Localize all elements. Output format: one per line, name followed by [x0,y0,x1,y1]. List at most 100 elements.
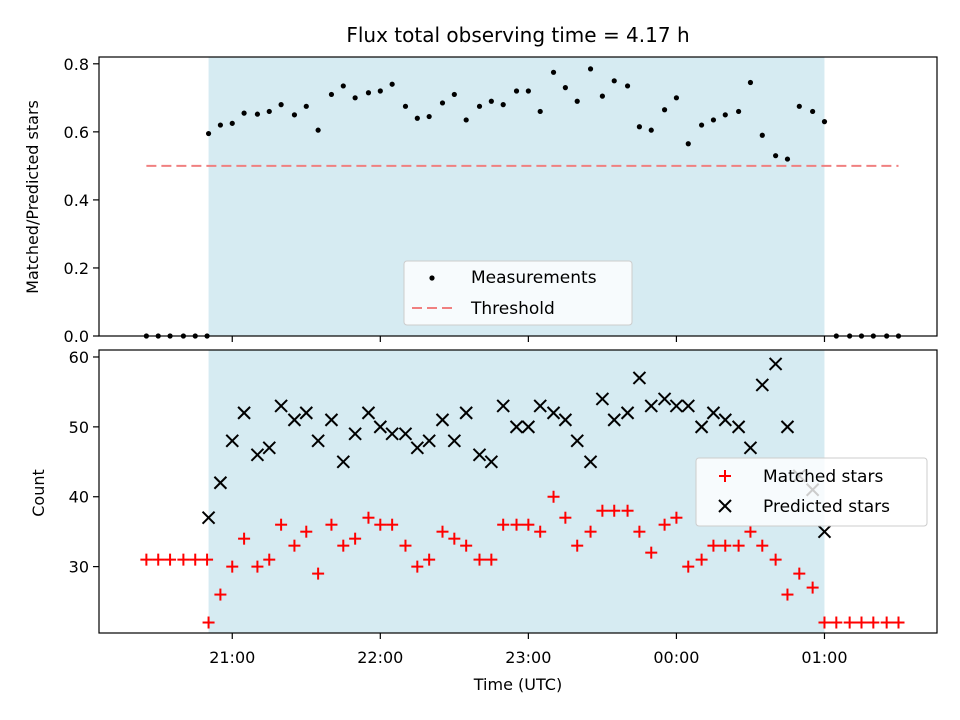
measurement-point [451,91,457,98]
predicted-star-point [546,406,561,420]
predicted-star-point [422,434,436,448]
predicted-star-point [583,455,598,469]
measurement-point [513,88,520,94]
legend-bottom: Matched stars Predicted stars [695,457,928,527]
legend-matched-label: Matched stars [763,467,883,487]
measurement-point [377,88,383,94]
matched-star-point [818,616,831,629]
matched-star-point [756,539,769,552]
predicted-star-point [250,448,265,462]
measurement-point [796,103,802,109]
measurement-point [821,119,828,125]
y-top-tick-label: 0.2 [64,259,89,278]
y-axis-label-top: Matched/Predicted stars [23,100,42,294]
matched-star-point [140,553,153,566]
y-top-tick-label: 0.0 [64,327,89,346]
matched-star-point [522,518,535,531]
predicted-star-point [361,406,376,420]
y-bottom-tick-label: 40 [69,488,89,507]
matched-star-point [263,553,276,566]
measurement-point [328,91,335,98]
measurement-point [722,112,728,118]
measurement-point [636,124,643,130]
measurement-point [463,117,469,123]
matched-star-point [830,616,843,629]
chart-title: Flux total observing time = 4.17 h [346,23,689,47]
matched-star-point [769,553,782,566]
measurement-point [624,83,631,89]
matched-star-point [534,525,547,538]
predicted-star-point [731,420,746,434]
predicted-star-point [533,399,547,413]
measurement-point [574,98,580,104]
measurement-point [500,102,506,108]
predicted-star-point [607,413,621,427]
legend-top: Measurements Threshold [403,260,633,326]
measurement-point [426,113,432,120]
matched-star-point [349,532,362,545]
predicted-star-point [410,441,425,455]
matched-star-point [238,532,251,545]
measurement-point [525,88,531,94]
panel-ratio: 0.00.20.40.60.8 Matched/Predicted stars … [23,55,938,346]
legend-threshold-label: Threshold [470,299,555,319]
measurement-point [736,108,742,115]
matched-star-point [596,504,609,517]
matched-star-point [658,518,671,531]
predicted-star-point [570,434,584,448]
matched-star-point [312,567,325,580]
matched-star-point [164,553,177,566]
measurement-point [266,108,272,115]
predicted-star-point [262,441,276,455]
measurement-point [315,127,321,133]
matched-star-point [189,553,202,566]
matched-star-point [633,525,646,538]
measurement-point [241,110,247,116]
x-tick-label: 01:00 [801,648,847,667]
y-top-tick-label: 0.4 [64,191,89,210]
predicted-star-point [472,448,487,462]
measurement-point [439,100,446,106]
matched-star-point [448,532,461,545]
measurement-point [698,122,705,128]
legend-measurements-marker [429,275,435,281]
measurement-point [389,81,395,87]
axes-frame-top [98,56,938,337]
matched-star-point [399,539,412,552]
predicted-star-point [509,420,524,434]
matched-star-point [584,525,597,538]
predicted-star-point [657,392,672,406]
matched-star-point [719,539,732,552]
matched-star-point [177,553,190,566]
predicted-star-point [496,399,510,413]
matched-star-point [152,553,165,566]
predicted-star-point [201,510,216,525]
measurement-point [784,156,791,162]
predicted-star-point [681,399,695,413]
predicted-star-point [385,427,399,441]
matched-star-point [547,490,560,503]
panel-count: 30 40 50 60 21:00 22:00 23:00 00:00 01:00 Time … [29,348,938,694]
measurement-point [747,79,754,86]
y-bottom-tick-label: 50 [69,418,89,437]
legend-measurements-label: Measurements [471,268,597,288]
measurement-point [365,90,372,96]
matched-star-point [436,525,449,538]
predicted-star-point [447,434,462,448]
legend-bottom-box [695,457,928,527]
matched-star-point [226,560,239,573]
y-bottom-tick-label: 30 [69,558,89,577]
matched-star-point [707,539,720,552]
x-tick-label: 22:00 [357,648,403,667]
predicted-star-point [718,413,732,427]
predicted-star-point [595,392,610,406]
predicted-star-point [644,399,658,413]
matched-star-point [892,616,905,629]
predicted-star-point [398,427,413,441]
measurement-point [710,117,717,123]
measurement-point [303,103,309,109]
measurement-point [611,78,617,84]
measurement-point [352,95,358,101]
matched-star-point [374,518,387,531]
legend-matched-marker [719,470,731,482]
